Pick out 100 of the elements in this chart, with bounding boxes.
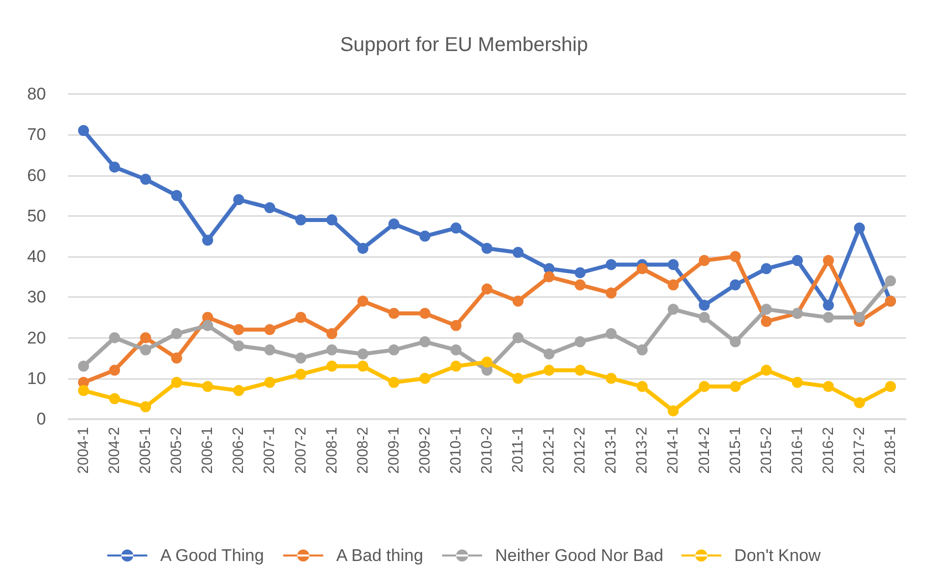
point [171, 190, 182, 202]
point [668, 279, 679, 290]
point [295, 352, 306, 364]
point [140, 332, 152, 344]
x-tick-label: 2007-2 [292, 427, 310, 474]
point [606, 288, 617, 299]
point [388, 218, 400, 230]
point [760, 263, 772, 274]
point [326, 360, 338, 372]
x-tick-label: 2004-2 [106, 427, 124, 474]
x-tick-label: 2012-2 [572, 427, 589, 474]
point [326, 328, 338, 340]
x-tick-label: 2009-2 [416, 427, 434, 474]
point [544, 364, 555, 376]
point [295, 214, 306, 226]
point [822, 255, 834, 266]
point [606, 328, 617, 340]
point [544, 271, 555, 282]
point [419, 336, 430, 348]
point [109, 162, 120, 173]
x-tick-label: 2016-2 [820, 427, 837, 474]
point [109, 332, 120, 344]
point [233, 324, 244, 336]
point [636, 263, 648, 274]
point [512, 246, 524, 258]
x-tick-label: 2013-1 [602, 427, 620, 474]
x-tick-label: 2010-1 [447, 427, 464, 474]
point [822, 300, 834, 311]
point [264, 324, 276, 336]
point [357, 242, 368, 254]
y-tick-label: 70 [27, 125, 46, 144]
y-tick-label: 30 [27, 288, 46, 307]
x-tick-label: 2006-2 [230, 427, 248, 474]
point [202, 320, 214, 332]
legend-label: Neither Good Nor Bad [495, 546, 664, 565]
point [233, 194, 244, 206]
y-tick-label: 80 [27, 84, 46, 104]
point [792, 255, 803, 266]
point [140, 344, 152, 356]
point [854, 397, 865, 408]
y-tick-label: 20 [27, 328, 46, 348]
point [171, 328, 182, 340]
point [884, 381, 896, 392]
x-tick-label: 2009-1 [385, 427, 402, 474]
point [482, 242, 492, 254]
y-tick-label: 50 [27, 206, 46, 226]
legend-label: A Good Thing [160, 546, 264, 565]
point [482, 284, 492, 294]
point [636, 381, 648, 392]
x-tick-label: 2016-1 [788, 427, 806, 474]
point [357, 360, 368, 372]
point [419, 372, 430, 384]
point [884, 275, 896, 286]
x-tick-label: 2008-1 [323, 427, 340, 474]
point [792, 376, 803, 388]
x-tick-label: 2014-1 [664, 427, 682, 474]
chart-title: Support for EU Membership [340, 34, 588, 56]
point [233, 340, 244, 352]
point [388, 308, 400, 319]
point [264, 344, 276, 356]
point [668, 304, 679, 315]
point [574, 279, 586, 290]
x-tick-label: 2017-2 [850, 427, 868, 474]
point [419, 230, 430, 242]
point [574, 364, 586, 376]
x-tick-label: 2013-2 [634, 427, 651, 474]
y-tick-label: 10 [27, 368, 46, 388]
point [264, 376, 276, 388]
point [357, 296, 368, 307]
x-tick-label: 2011-1 [510, 427, 527, 473]
point [822, 312, 834, 323]
point [760, 316, 772, 327]
point [698, 255, 710, 266]
y-tick-label: 40 [27, 247, 46, 266]
point [109, 393, 120, 404]
point [698, 312, 710, 323]
point [730, 381, 741, 392]
point [668, 259, 679, 270]
point [295, 368, 306, 380]
point [606, 372, 617, 384]
point [171, 376, 182, 388]
point [636, 344, 648, 356]
point [760, 364, 772, 376]
point [760, 304, 772, 315]
x-tick-label: 2015-2 [758, 427, 775, 474]
point [357, 348, 368, 360]
x-tick-label: 2005-1 [137, 427, 154, 474]
point [140, 401, 152, 412]
point [822, 381, 834, 392]
point [698, 300, 710, 311]
point [512, 372, 524, 384]
point [140, 174, 152, 185]
point [388, 344, 400, 356]
point [606, 259, 617, 270]
x-tick-label: 2005-2 [168, 427, 186, 474]
point [574, 336, 586, 348]
x-tick-label: 2012-1 [540, 427, 558, 474]
point [854, 222, 865, 234]
x-tick-label: 2018-1 [882, 427, 899, 474]
point [419, 308, 430, 319]
